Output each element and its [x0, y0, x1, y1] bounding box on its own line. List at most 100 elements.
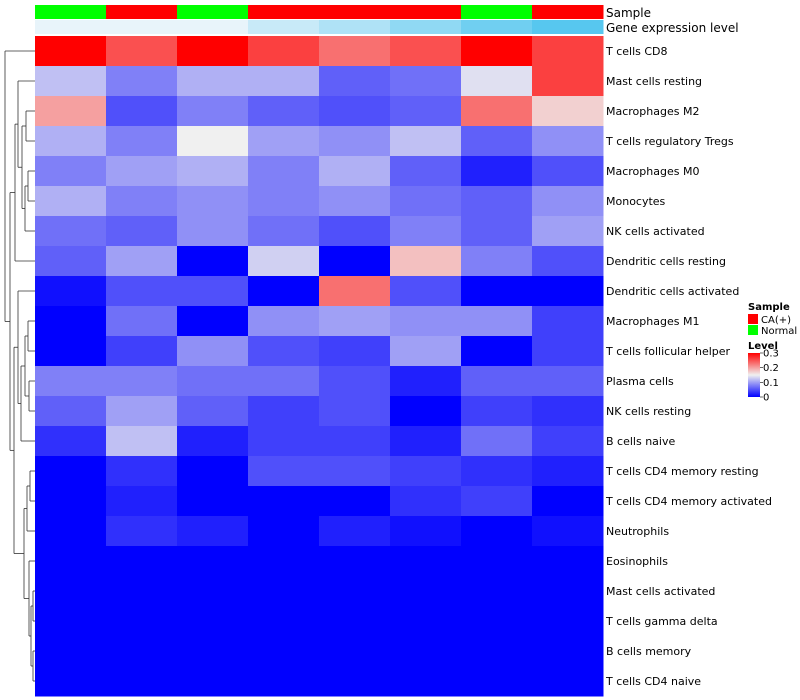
heatmap-cell [461, 396, 533, 427]
heatmap-cell [177, 486, 249, 517]
heatmap-cell [248, 66, 320, 97]
heatmap-cell [319, 606, 391, 637]
sample-annotation-cell [106, 5, 178, 19]
heatmap-cell [532, 186, 604, 217]
row-label: Mast cells activated [606, 585, 715, 598]
row-label: Macrophages M1 [606, 315, 699, 328]
heatmap-cell [461, 426, 533, 457]
heatmap-cell [390, 156, 462, 187]
heatmap-cell [319, 576, 391, 607]
heatmap-cell [35, 426, 107, 457]
heatmap-cell [177, 216, 249, 247]
heatmap-cell [35, 576, 107, 607]
heatmap-cell [35, 396, 107, 427]
row-label: NK cells activated [606, 225, 705, 238]
heatmap-cell [532, 486, 604, 517]
heatmap-cell [177, 366, 249, 397]
sample-annotation-cell [35, 5, 107, 19]
heatmap-cell [35, 246, 107, 277]
heatmap-cell [248, 336, 320, 367]
row-label: Plasma cells [606, 375, 674, 388]
heatmap-cell [319, 156, 391, 187]
heatmap-cell [319, 336, 391, 367]
heatmap-cell [532, 276, 604, 307]
heatmap-cell [390, 126, 462, 157]
heatmap-cell [177, 336, 249, 367]
heatmap-cell [390, 426, 462, 457]
heatmap-cell [461, 126, 533, 157]
heatmap-cell [177, 156, 249, 187]
heatmap-cell [461, 576, 533, 607]
heatmap-cell [532, 126, 604, 157]
legend-tick-label: 0.3 [763, 349, 779, 360]
heatmap-cell [35, 96, 107, 127]
heatmap-cell [177, 66, 249, 97]
heatmap-cell [248, 246, 320, 277]
heatmap-cell [248, 36, 320, 67]
legend-swatch [748, 325, 758, 335]
heatmap-cell [390, 396, 462, 427]
heatmap-cell [319, 216, 391, 247]
heatmap-cell [248, 606, 320, 637]
heatmap-cell [106, 246, 178, 277]
expression-track-label: Gene expression level [606, 21, 739, 35]
heatmap-cell [106, 516, 178, 547]
heatmap-cell [248, 306, 320, 337]
sample-annotation-cell [461, 5, 533, 19]
heatmap-cell [390, 606, 462, 637]
heatmap-cell [532, 96, 604, 127]
heatmap-cell [106, 366, 178, 397]
heatmap-cell [106, 546, 178, 577]
legend-label: CA(+) [761, 315, 791, 326]
heatmap-cell [532, 636, 604, 667]
heatmap-cell [177, 516, 249, 547]
heatmap-cell [532, 336, 604, 367]
heatmap-cell [390, 366, 462, 397]
heatmap-cell [390, 516, 462, 547]
heatmap-cell [248, 666, 320, 697]
row-label: Dendritic cells activated [606, 285, 739, 298]
heatmap-cell [532, 426, 604, 457]
heatmap-cell [319, 426, 391, 457]
sample-annotation-cell [532, 5, 604, 19]
expression-annotation-cell [177, 20, 249, 34]
heatmap-cell [461, 36, 533, 67]
legend-tick-label: 0.1 [763, 378, 779, 389]
heatmap-cell [390, 636, 462, 667]
heatmap-cell [319, 666, 391, 697]
heatmap-cell [532, 306, 604, 337]
heatmap-cell [461, 456, 533, 487]
heatmap-cell [248, 576, 320, 607]
heatmap-cell [390, 456, 462, 487]
heatmap-cell [532, 606, 604, 637]
row-label: NK cells resting [606, 405, 691, 418]
heatmap-cell [248, 426, 320, 457]
heatmap-cell [177, 126, 249, 157]
heatmap-cell [35, 666, 107, 697]
heatmap-cell [35, 276, 107, 307]
heatmap-cell [248, 186, 320, 217]
heatmap-cell [390, 546, 462, 577]
heatmap-cell [106, 276, 178, 307]
heatmap-cell [106, 186, 178, 217]
heatmap-cell [532, 396, 604, 427]
heatmap-cell [390, 186, 462, 217]
heatmap-cell [248, 216, 320, 247]
row-label: Monocytes [606, 195, 666, 208]
legend-tick-label: 0 [763, 393, 769, 404]
heatmap-cell [532, 246, 604, 277]
heatmap-cell [532, 66, 604, 97]
row-label: Macrophages M2 [606, 105, 699, 118]
heatmap-cell [319, 366, 391, 397]
sample-annotation-cell [248, 5, 320, 19]
heatmap-cell [248, 486, 320, 517]
heatmap-cell [461, 306, 533, 337]
heatmap-cell [106, 456, 178, 487]
heatmap-cell [319, 396, 391, 427]
heatmap-cell [35, 36, 107, 67]
heatmap-cell [248, 366, 320, 397]
legend-tick-label: 0.2 [763, 363, 779, 374]
